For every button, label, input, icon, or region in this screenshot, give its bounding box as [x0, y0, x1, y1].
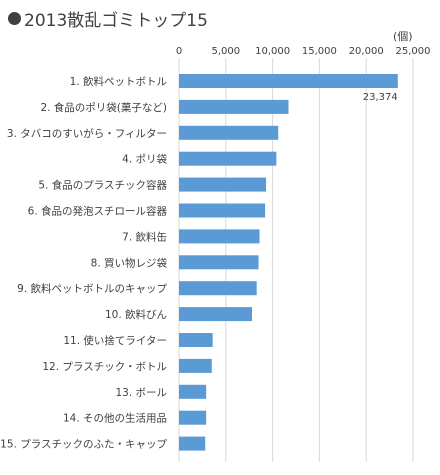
category-label: 13. ボール: [115, 387, 167, 399]
bar: [179, 333, 213, 347]
bar: [179, 151, 277, 166]
bar: [179, 229, 260, 244]
bar: [179, 384, 207, 399]
bar: [179, 203, 266, 218]
bar: [179, 125, 279, 140]
bar: [179, 99, 289, 114]
category-label: 12. プラスチック・ボトル: [42, 361, 167, 373]
category-label: 6. 食品の発泡スチロール容器: [28, 205, 168, 218]
unit-label: (個): [393, 30, 413, 43]
data-label: 23,374: [363, 92, 398, 103]
x-tick-label: 10,000: [255, 46, 290, 57]
bar: [179, 410, 207, 425]
category-label: 4. ポリ袋: [122, 153, 167, 166]
category-label: 11. 使い捨てライター: [63, 334, 167, 347]
category-label: 5. 食品のプラスチック容器: [38, 179, 167, 192]
bar: [179, 177, 267, 192]
x-tick-label: 0: [176, 46, 182, 57]
category-label: 3. タバコのすいがら・フィルター: [7, 127, 167, 140]
bar: [179, 255, 259, 270]
category-label: 7. 飲料缶: [122, 230, 167, 243]
category-label: 10. 飲料びん: [105, 308, 167, 321]
x-tick-label: 5,000: [211, 46, 240, 57]
bar: [179, 436, 206, 451]
category-label: 2. 食品のポリ袋(菓子など): [40, 101, 167, 114]
chart-title-text: 2013散乱ゴミトップ15: [24, 11, 208, 31]
category-label: 14. その他の生活用品: [63, 412, 167, 425]
bar: [179, 281, 257, 296]
category-label: 1. 飲料ペットボトル: [70, 75, 167, 88]
x-tick-label: 20,000: [349, 46, 384, 57]
bar: [179, 358, 212, 373]
bar: [179, 74, 398, 88]
category-label: 8. 買い物レジ袋: [91, 256, 168, 269]
chart-title: 2013散乱ゴミトップ15: [8, 6, 208, 31]
bar: [179, 307, 253, 322]
title-bullet-icon: [8, 12, 21, 25]
category-label: 9. 飲料ペットボトルのキャップ: [17, 282, 167, 295]
category-label: 15. プラスチックのふた・キャップ: [0, 439, 167, 451]
x-tick-label: 25,000: [396, 46, 431, 57]
x-tick-label: 15,000: [302, 46, 337, 57]
